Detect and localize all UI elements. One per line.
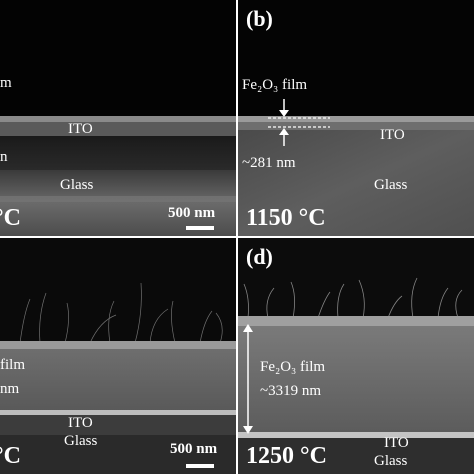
panel-d-micrograph: (d) Fe₂O₃ film ~3319 nm ITO 1250 °C Glas… [238, 238, 474, 474]
panel-a-ito-label: ITO [68, 121, 93, 137]
panel-d-ito-label: ITO [384, 435, 409, 451]
panel-c-scale-text: 500 nm [170, 441, 218, 457]
panel-b-glass-label: Glass [374, 177, 408, 193]
panel-b-ito-label: ITO [380, 127, 405, 143]
panel-d-thickness: ~3319 nm [260, 383, 322, 399]
panel-c-scale-bar [186, 464, 214, 468]
panel-a-temperature: °C [0, 205, 21, 231]
panel-c-glass-label: Glass [64, 433, 98, 449]
panel-a-glass-label: Glass [60, 177, 94, 193]
panel-d-tag: (d) [246, 244, 273, 269]
panel-c-micrograph: film nm ITO Glass °C 500 nm [0, 238, 236, 474]
panel-b-tag: (b) [246, 6, 273, 31]
panel-d-glass-label: Glass [374, 453, 408, 469]
panel-b-thickness: ~281 nm [242, 155, 296, 171]
panel-a-micrograph: m ITO n Glass °C 500 nm [0, 0, 236, 236]
panel-b-temperature: 1150 °C [246, 205, 326, 231]
panel-c-temperature: °C [0, 443, 21, 469]
panel-b-micrograph: (b) Fe₂O₃ film ITO ~281 nm Glass 1150 °C [238, 0, 474, 236]
panel-b-film-label: Fe₂O₃ film [242, 77, 308, 93]
panel-c-thickness: nm [0, 381, 20, 397]
panel-a-scale-bar [186, 226, 214, 230]
panel-d-film-label: Fe₂O₃ film [260, 359, 326, 375]
panel-d-image [238, 238, 474, 474]
panel-a-film-label: m [0, 75, 12, 91]
panel-c-image [0, 238, 236, 474]
panel-a-film2-label: n [0, 149, 8, 165]
panel-d-temperature: 1250 °C [246, 443, 327, 469]
panel-c-ito-label: ITO [68, 415, 93, 431]
panel-a-image [0, 0, 236, 236]
panel-c-film-label: film [0, 357, 25, 373]
panel-a-scale-text: 500 nm [168, 205, 216, 221]
panel-b-image [238, 0, 474, 236]
